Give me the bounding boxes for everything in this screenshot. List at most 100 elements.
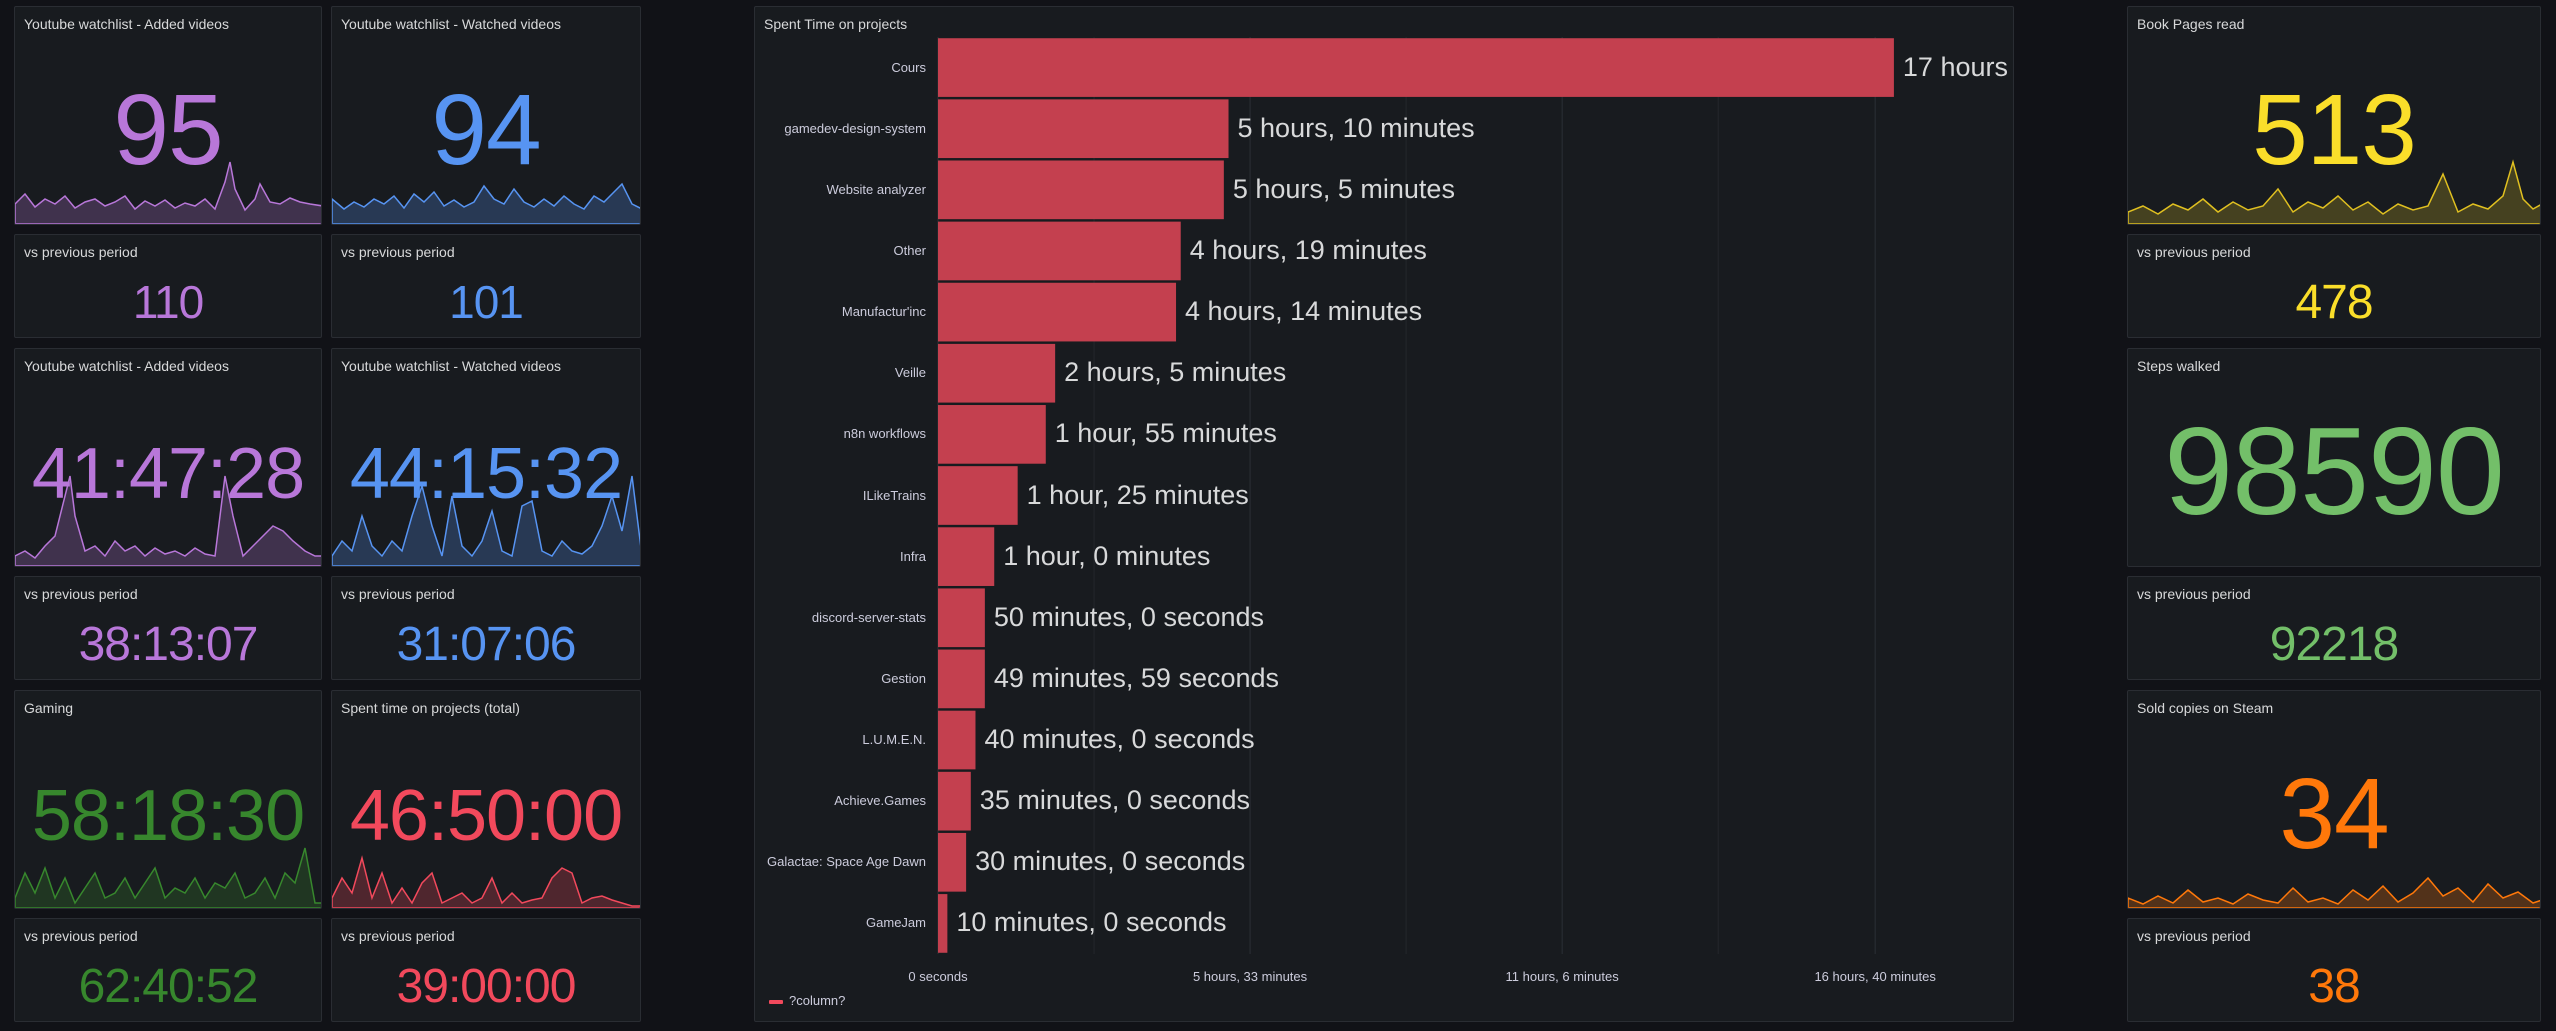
panel-title: vs previous period [2137,928,2251,944]
stat-value: 513 [2252,74,2417,186]
panel-title: Spent time on projects (total) [341,700,520,716]
bar[interactable] [938,405,1046,464]
stat-panel-projects-total-prev[interactable]: vs previous period 39:00:00 [331,918,641,1022]
panel-title: Steps walked [2137,358,2221,374]
bar[interactable] [938,160,1224,220]
bar-value-label: 4 hours, 19 minutes [1189,234,1427,265]
bar[interactable] [938,771,971,831]
bar[interactable] [938,221,1181,281]
stat-value: 38:13:07 [78,618,259,671]
sparkline [332,475,640,566]
x-tick-label: 0 seconds [908,969,968,984]
sparkline [15,161,321,224]
sparkline [2128,876,2540,908]
stat-value: 46:50:00 [349,776,623,856]
bar-category-label: n8n workflows [843,426,926,442]
sparkline [332,182,640,224]
bar[interactable] [938,832,967,892]
sparkline [332,855,640,908]
legend-swatch [769,1000,783,1004]
bar-value-label: 17 hours [1902,51,2008,82]
bar-value-label: 30 minutes, 0 seconds [975,846,1246,877]
bar[interactable] [938,282,1177,342]
bar[interactable] [938,343,1056,403]
bar[interactable] [938,588,985,648]
stat-value: 62:40:52 [78,960,259,1013]
panel-title: vs previous period [24,928,138,944]
bar-value-label: 35 minutes, 0 seconds [979,785,1250,816]
bar-value-label: 1 hour, 0 minutes [1003,540,1211,571]
panel-title: vs previous period [24,586,138,602]
bar[interactable] [938,649,985,709]
stat-value: 110 [132,276,204,328]
stat-panel-book-pages-prev[interactable]: vs previous period 478 [2127,234,2541,338]
bar-value-label: 2 hours, 5 minutes [1064,357,1287,388]
bar-category-label: L.U.M.E.N. [862,732,926,748]
stat-panel-steam[interactable]: Sold copies on Steam 34 [2127,690,2541,909]
bar[interactable] [938,38,1894,97]
stat-panel-steps-prev[interactable]: vs previous period 92218 [2127,576,2541,680]
stat-value: 98590 [2164,403,2505,541]
bar-category-label: Galactae: Space Age Dawn [767,854,926,870]
bar[interactable] [938,894,948,953]
bar[interactable] [938,99,1229,159]
panel-title: vs previous period [341,928,455,944]
stat-value: 94 [431,74,541,186]
panel-title: Youtube watchlist - Added videos [24,16,229,32]
stat-panel-projects-total[interactable]: Spent time on projects (total) 46:50:00 [331,690,641,909]
sparkline [15,475,321,566]
panel-title: vs previous period [2137,244,2251,260]
bar-category-label: discord-server-stats [811,609,926,625]
panel-title: vs previous period [2137,586,2251,602]
bar-category-label: Manufactur'inc [841,304,926,320]
bar-category-label: GameJam [866,915,926,931]
bar-value-label: 40 minutes, 0 seconds [984,724,1255,755]
bar-value-label: 5 hours, 10 minutes [1237,112,1475,143]
stat-value: 95 [113,74,223,186]
sparkline [15,847,321,908]
bar-category-label: Other [893,242,926,258]
bar-value-label: 49 minutes, 59 seconds [993,662,1280,693]
stat-panel-yt-watched-time-prev[interactable]: vs previous period 31:07:06 [331,576,641,680]
panel-title: Sold copies on Steam [2137,700,2274,716]
stat-value: 31:07:06 [396,618,577,671]
stat-value: 58:18:30 [31,776,305,856]
bar[interactable] [938,710,976,770]
stat-panel-yt-watched-prev[interactable]: vs previous period 101 [331,234,641,338]
stat-panel-yt-added-time[interactable]: Youtube watchlist - Added videos 41:47:2… [14,348,322,567]
bar[interactable] [938,466,1018,525]
panel-title: Book Pages read [2137,16,2245,32]
bar-category-label: Infra [899,548,926,564]
stat-panel-steam-prev[interactable]: vs previous period 38 [2127,918,2541,1022]
bar[interactable] [938,527,995,586]
stat-panel-yt-added-count[interactable]: Youtube watchlist - Added videos 95 [14,6,322,225]
stat-panel-yt-watched-time[interactable]: Youtube watchlist - Watched videos 44:15… [331,348,641,567]
panel-title: Youtube watchlist - Added videos [24,358,229,374]
bar-value-label: 5 hours, 5 minutes [1232,173,1455,204]
stat-panel-yt-added-time-prev[interactable]: vs previous period 38:13:07 [14,576,322,680]
legend-label[interactable]: ?column? [789,993,846,1008]
bar-chart-panel[interactable]: Spent Time on projects Cours 17 hours game… [754,6,2014,1022]
panel-title: vs previous period [341,244,455,260]
stat-value: 34 [2279,758,2389,870]
stat-panel-gaming-prev[interactable]: vs previous period 62:40:52 [14,918,322,1022]
x-tick-label: 16 hours, 40 minutes [1814,969,1936,984]
stat-panel-yt-added-prev[interactable]: vs previous period 110 [14,234,322,338]
stat-value: 44:15:32 [349,434,623,514]
stat-value: 478 [2295,276,2373,329]
bar-category-label: ILikeTrains [862,487,926,503]
panel-title: Spent Time on projects [764,16,908,32]
stat-panel-book-pages[interactable]: Book Pages read 513 [2127,6,2541,225]
stat-panel-yt-watched-count[interactable]: Youtube watchlist - Watched videos 94 [331,6,641,225]
bar-category-label: Veille [894,365,926,381]
bar-category-label: Achieve.Games [834,793,926,809]
panel-title: Youtube watchlist - Watched videos [341,16,561,32]
panel-title: Youtube watchlist - Watched videos [341,358,561,374]
x-tick-label: 5 hours, 33 minutes [1192,969,1308,984]
bar-category-label: Gestion [881,670,926,686]
bar-value-label: 1 hour, 55 minutes [1054,418,1277,449]
panel-title: vs previous period [24,244,138,260]
stat-panel-steps[interactable]: Steps walked 98590 [2127,348,2541,567]
stat-panel-gaming[interactable]: Gaming 58:18:30 [14,690,322,909]
stat-value: 92218 [2269,618,2399,671]
